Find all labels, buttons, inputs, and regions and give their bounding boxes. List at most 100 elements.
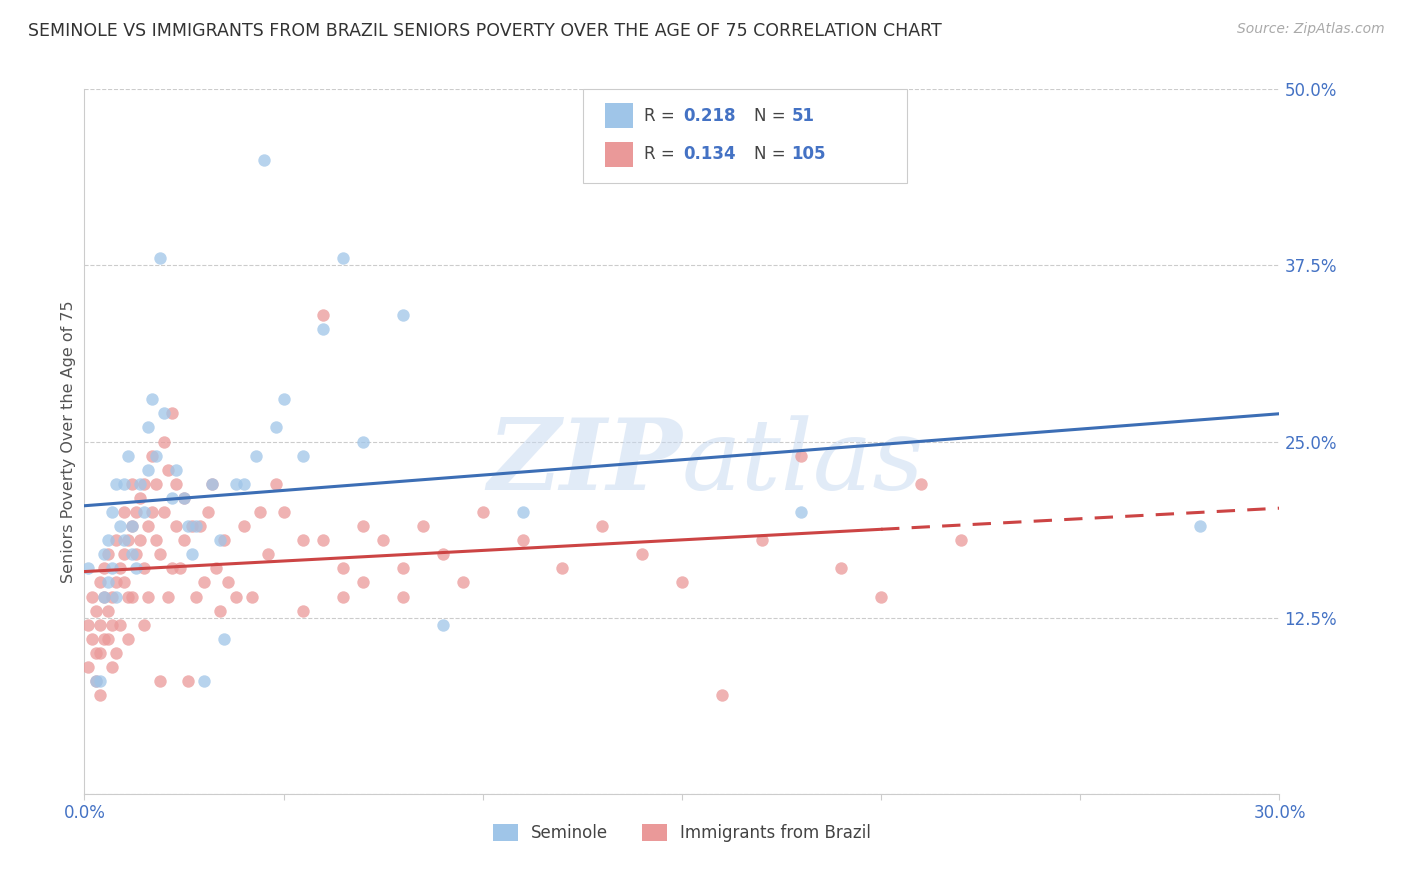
Point bbox=[208, 604, 231, 618]
Point bbox=[89, 575, 111, 590]
Point bbox=[181, 519, 204, 533]
Point bbox=[292, 533, 315, 548]
Point bbox=[273, 392, 295, 407]
Point bbox=[790, 505, 813, 519]
Point bbox=[101, 590, 124, 604]
Point bbox=[153, 406, 176, 420]
Text: N =: N = bbox=[754, 145, 790, 163]
Point bbox=[256, 547, 278, 561]
Text: 0.134: 0.134 bbox=[683, 145, 735, 163]
Point bbox=[153, 434, 176, 449]
Point bbox=[312, 322, 335, 336]
Point bbox=[145, 533, 167, 548]
Point bbox=[193, 575, 215, 590]
Point bbox=[264, 476, 287, 491]
Point bbox=[790, 449, 813, 463]
Point bbox=[432, 617, 454, 632]
Point bbox=[188, 519, 211, 533]
Point bbox=[121, 590, 143, 604]
Point bbox=[232, 519, 254, 533]
Point bbox=[949, 533, 972, 548]
Point bbox=[181, 547, 204, 561]
Point bbox=[105, 646, 128, 660]
Point bbox=[86, 674, 108, 689]
Point bbox=[101, 505, 124, 519]
Point bbox=[173, 491, 195, 505]
Text: R =: R = bbox=[644, 107, 681, 125]
Point bbox=[129, 533, 152, 548]
Point bbox=[197, 505, 219, 519]
Text: SEMINOLE VS IMMIGRANTS FROM BRAZIL SENIORS POVERTY OVER THE AGE OF 75 CORRELATIO: SEMINOLE VS IMMIGRANTS FROM BRAZIL SENIO… bbox=[28, 22, 942, 40]
Point bbox=[97, 533, 120, 548]
Point bbox=[830, 561, 852, 575]
Point bbox=[77, 660, 100, 674]
Text: 0.218: 0.218 bbox=[683, 107, 735, 125]
Point bbox=[432, 547, 454, 561]
Point bbox=[149, 252, 172, 266]
Point bbox=[184, 519, 207, 533]
Point bbox=[117, 632, 139, 646]
Point bbox=[86, 674, 108, 689]
Point bbox=[512, 505, 534, 519]
Point bbox=[121, 519, 143, 533]
Point bbox=[392, 590, 415, 604]
Point bbox=[86, 604, 108, 618]
Point bbox=[217, 575, 239, 590]
Point bbox=[208, 533, 231, 548]
Text: Source: ZipAtlas.com: Source: ZipAtlas.com bbox=[1237, 22, 1385, 37]
Point bbox=[105, 590, 128, 604]
Point bbox=[110, 561, 132, 575]
Point bbox=[373, 533, 395, 548]
Point bbox=[97, 632, 120, 646]
Point bbox=[173, 491, 195, 505]
Point bbox=[145, 449, 167, 463]
Point bbox=[125, 561, 148, 575]
Point bbox=[89, 646, 111, 660]
Point bbox=[89, 674, 111, 689]
Point bbox=[352, 519, 374, 533]
Point bbox=[165, 476, 187, 491]
Point bbox=[136, 590, 159, 604]
Point bbox=[97, 547, 120, 561]
Point bbox=[157, 463, 180, 477]
Point bbox=[117, 449, 139, 463]
Point bbox=[312, 308, 335, 322]
Point bbox=[169, 561, 191, 575]
Point bbox=[273, 505, 295, 519]
Point bbox=[225, 476, 247, 491]
Point bbox=[870, 590, 893, 604]
Point bbox=[82, 632, 104, 646]
Point bbox=[392, 308, 415, 322]
Point bbox=[145, 476, 167, 491]
Text: N =: N = bbox=[754, 107, 790, 125]
Point bbox=[240, 590, 263, 604]
Point bbox=[129, 491, 152, 505]
Point bbox=[157, 590, 180, 604]
Point bbox=[249, 505, 271, 519]
Point bbox=[177, 519, 200, 533]
Point bbox=[77, 617, 100, 632]
Point bbox=[117, 533, 139, 548]
Point bbox=[125, 505, 148, 519]
Legend: Seminole, Immigrants from Brazil: Seminole, Immigrants from Brazil bbox=[486, 817, 877, 849]
Text: atlas: atlas bbox=[682, 415, 925, 510]
Point bbox=[412, 519, 434, 533]
Point bbox=[332, 561, 354, 575]
Text: R =: R = bbox=[644, 145, 681, 163]
Point bbox=[112, 533, 135, 548]
Point bbox=[173, 533, 195, 548]
Point bbox=[141, 392, 163, 407]
Point bbox=[551, 561, 574, 575]
Point bbox=[93, 632, 115, 646]
Point bbox=[212, 533, 235, 548]
Point bbox=[264, 420, 287, 434]
Point bbox=[141, 449, 163, 463]
Point bbox=[77, 561, 100, 575]
Point bbox=[105, 575, 128, 590]
Point bbox=[352, 575, 374, 590]
Point bbox=[471, 505, 494, 519]
Point bbox=[232, 476, 254, 491]
Point bbox=[93, 590, 115, 604]
Point bbox=[149, 547, 172, 561]
Point bbox=[312, 533, 335, 548]
